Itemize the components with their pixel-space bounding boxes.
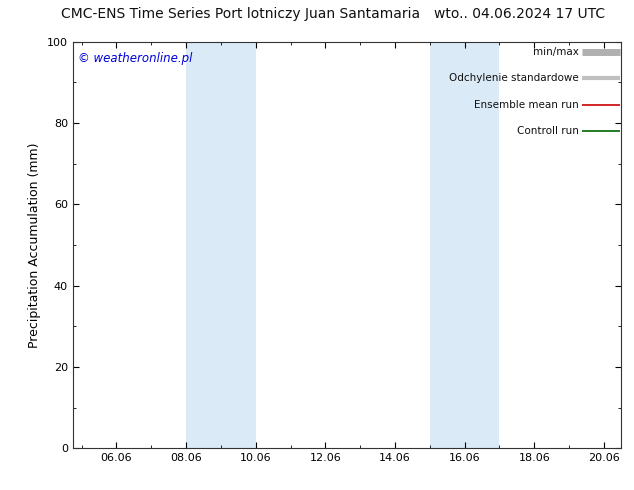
Bar — [430, 42, 500, 448]
Y-axis label: Precipitation Accumulation (mm): Precipitation Accumulation (mm) — [29, 142, 41, 348]
Text: Ensemble mean run: Ensemble mean run — [474, 99, 579, 110]
Text: © weatheronline.pl: © weatheronline.pl — [79, 52, 193, 65]
Bar — [186, 42, 256, 448]
Text: CMC-ENS Time Series Port lotniczy Juan Santamaria: CMC-ENS Time Series Port lotniczy Juan S… — [61, 7, 420, 22]
Text: Odchylenie standardowe: Odchylenie standardowe — [450, 73, 579, 83]
Text: min/max: min/max — [533, 47, 579, 57]
Text: Controll run: Controll run — [517, 126, 579, 136]
Text: wto.. 04.06.2024 17 UTC: wto.. 04.06.2024 17 UTC — [434, 7, 605, 22]
